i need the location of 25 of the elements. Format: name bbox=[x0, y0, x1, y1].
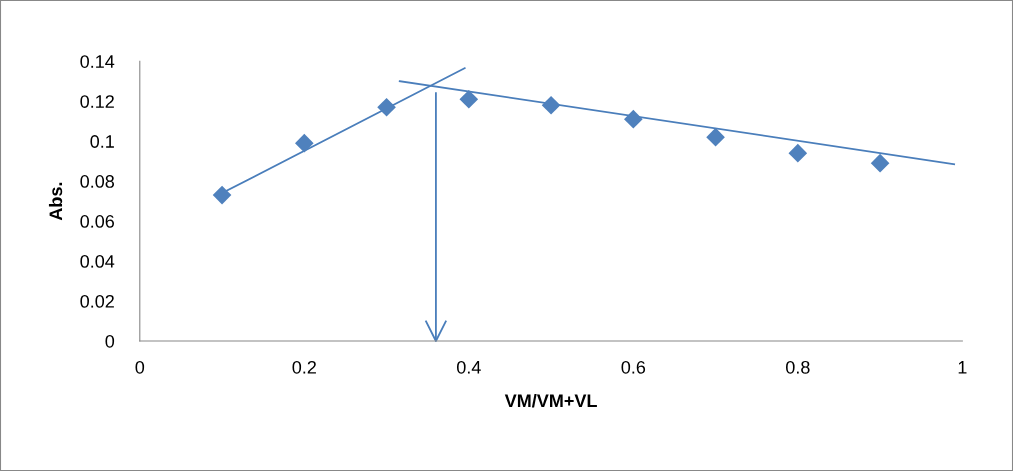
point bbox=[788, 143, 808, 163]
point bbox=[706, 127, 725, 147]
y-tick-label: 0.08 bbox=[80, 175, 115, 188]
point bbox=[870, 153, 890, 173]
point bbox=[377, 97, 396, 117]
y-tick-label: 0.02 bbox=[80, 294, 114, 308]
x-tick-label: 0.8 bbox=[786, 360, 810, 374]
y-tick-label: 0.12 bbox=[80, 95, 114, 108]
y-tick-label: 0 bbox=[105, 334, 115, 348]
x-tick-label: 0.4 bbox=[456, 360, 481, 374]
point bbox=[294, 133, 314, 153]
y-tick-label: 0.06 bbox=[80, 215, 114, 228]
point bbox=[541, 95, 561, 115]
y-axis-title: Abs. bbox=[48, 182, 63, 221]
x-tick-label: 0.2 bbox=[292, 360, 316, 374]
point bbox=[212, 185, 232, 205]
point bbox=[459, 89, 479, 109]
x-axis-title: VM/VM+VL bbox=[504, 393, 597, 408]
y-tick-label: 0.1 bbox=[90, 135, 114, 148]
x-tick-label: 0 bbox=[135, 360, 145, 374]
y-tick-label: 0.04 bbox=[80, 255, 115, 268]
x-tick-label: 1 bbox=[958, 361, 967, 374]
point bbox=[624, 109, 643, 129]
y-tick-label: 0.14 bbox=[80, 55, 115, 68]
x-tick-label: 0.6 bbox=[621, 360, 646, 374]
